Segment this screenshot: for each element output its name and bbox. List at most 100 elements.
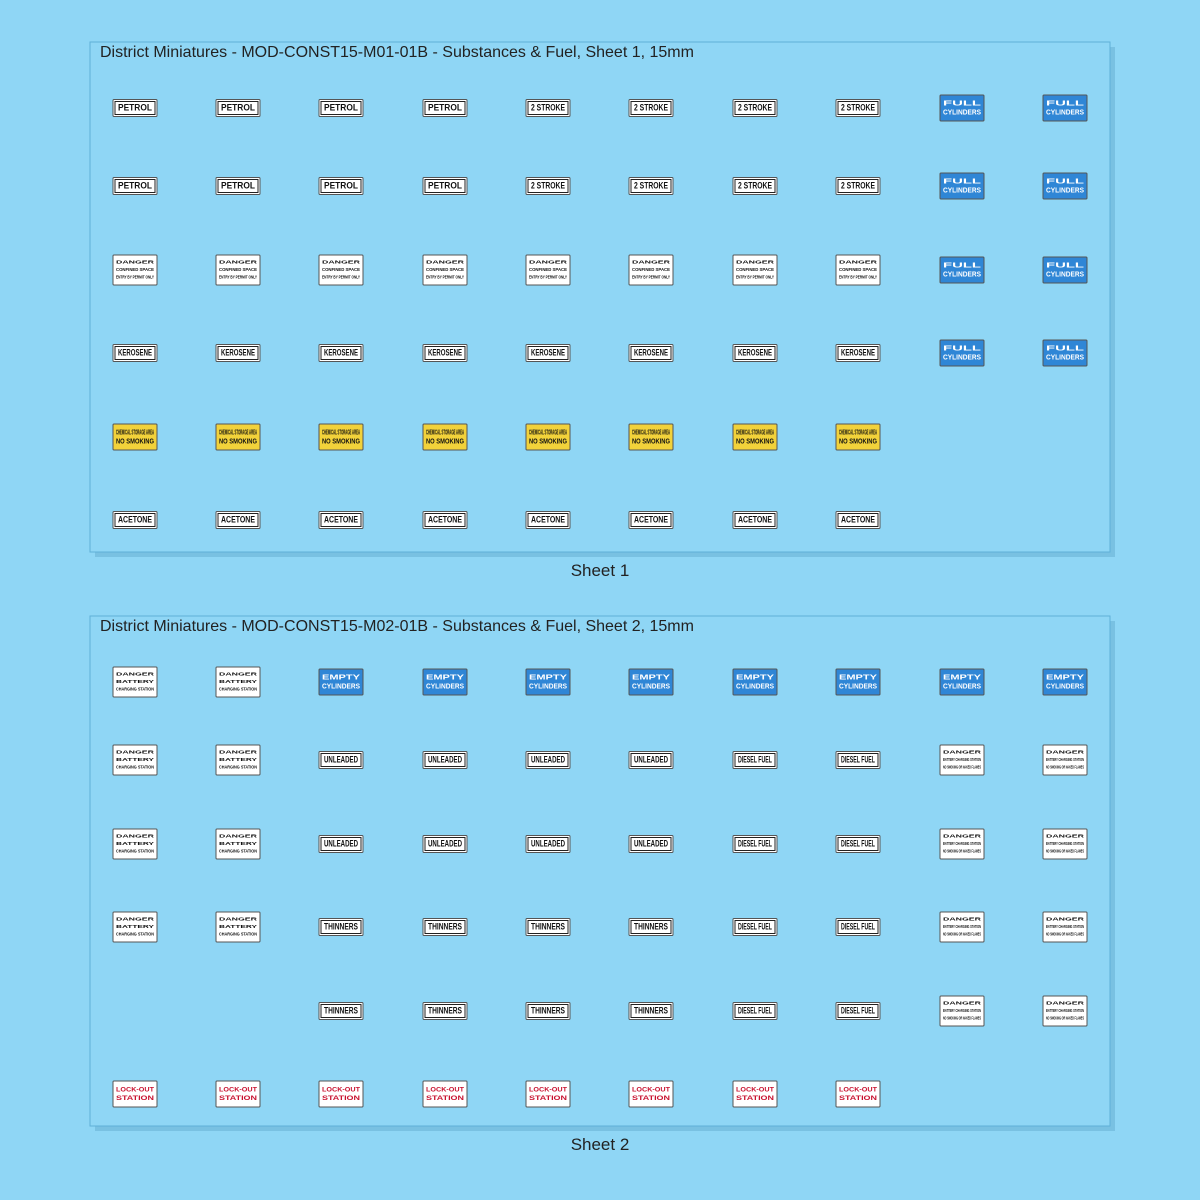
sign-text: THINNERS (634, 922, 668, 933)
sign-text: NO SMOKING OR NAKED FLAMES (1046, 1016, 1084, 1021)
sign-face (628, 751, 674, 769)
sign-text: CONFINED SPACE (322, 267, 360, 272)
sign-face (732, 344, 778, 362)
sign-border (630, 513, 672, 527)
sign-text: DANGER (219, 260, 258, 265)
sign-text: CYLINDERS (322, 681, 360, 690)
sign: PETROL (422, 99, 468, 117)
sign-text: THINNERS (531, 1006, 565, 1017)
sign-face (628, 918, 674, 936)
sign-text: UNLEADED (428, 755, 462, 766)
sheet: District Miniatures - MOD-CONST15-M02-01… (89, 615, 1115, 1154)
sign-text: DANGER (219, 917, 258, 922)
sign-text: NO SMOKING OR NAKED FLAMES (943, 1016, 981, 1021)
sheet: District Miniatures - MOD-CONST15-M01-01… (89, 41, 1115, 580)
sign-text: NO SMOKING (839, 436, 877, 445)
sign-text: CYLINDERS (943, 107, 981, 116)
sign-face (628, 99, 674, 117)
sign-border (320, 513, 362, 527)
sign-border (114, 513, 156, 527)
sign-face (318, 1002, 364, 1020)
sign: DANGER CONFINED SPACE ENTRY BY PERMIT ONLY (215, 254, 261, 286)
sheet-caption: Sheet 1 (571, 561, 630, 580)
sign-text: STATION (839, 1095, 877, 1102)
sign-text: ENTRY BY PERMIT ONLY (426, 275, 464, 280)
sign-border (837, 753, 879, 767)
sign-face (1042, 339, 1088, 367)
sign-face (422, 177, 468, 195)
sign: ACETONE (628, 511, 674, 529)
sign-text: CHEMICAL STORAGE AREA (632, 428, 670, 437)
sign: 2 STROKE (835, 99, 881, 117)
sign-text: STATION (219, 1095, 257, 1102)
sign-text: STATION (632, 1095, 670, 1102)
sign-border (630, 346, 672, 360)
sign-face (939, 172, 985, 200)
sign-text: DANGER (116, 834, 155, 839)
sign-text: UNLEADED (634, 839, 668, 850)
sign-text: DANGER (426, 260, 465, 265)
sign-border (527, 753, 569, 767)
sign-face (422, 835, 468, 853)
sign-face (939, 94, 985, 122)
sign-text: BATTERY (116, 679, 154, 684)
sign: 2 STROKE (525, 99, 571, 117)
sign: DIESEL FUEL (835, 835, 881, 853)
sign-text: BATTERY (219, 757, 257, 762)
sign-face (732, 423, 778, 451)
sign-border (734, 513, 776, 527)
sign-border (320, 346, 362, 360)
sign: LOCK-OUT STATION (835, 1080, 881, 1108)
sign: DANGER BATTERY CHARGING STATION NO SMOKING… (1042, 828, 1088, 860)
sign-text: KEROSENE (428, 348, 462, 359)
sign-text: LOCK-OUT (736, 1086, 774, 1093)
sign-text: 2 STROKE (531, 103, 565, 114)
sign-face (835, 1080, 881, 1108)
sign-face (525, 254, 571, 286)
sign-border (837, 513, 879, 527)
sign-face (215, 666, 261, 698)
sign-text: BATTERY CHARGING STATION (943, 1008, 981, 1013)
sign-text: CHEMICAL STORAGE AREA (839, 428, 877, 437)
sign: DIESEL FUEL (732, 751, 778, 769)
sign-border (217, 179, 259, 193)
sign-face (835, 835, 881, 853)
sign-text: CYLINDERS (839, 681, 877, 690)
sign-text: CONFINED SPACE (529, 267, 567, 272)
sign-border (527, 101, 569, 115)
sign-text: ENTRY BY PERMIT ONLY (839, 275, 877, 280)
sign-text: ACETONE (634, 515, 668, 526)
sign-border (527, 920, 569, 934)
sign-face (939, 995, 985, 1027)
sign-face (318, 1080, 364, 1108)
sign-face (525, 344, 571, 362)
sign-text: PETROL (324, 103, 358, 114)
sign-text: CONFINED SPACE (839, 267, 877, 272)
sign-face (422, 99, 468, 117)
sign-text: 2 STROKE (841, 103, 875, 114)
sign-border (320, 753, 362, 767)
sign-text: BATTERY CHARGING STATION (943, 841, 981, 846)
sign: UNLEADED (628, 751, 674, 769)
sign: ACETONE (835, 511, 881, 529)
sign-text: ENTRY BY PERMIT ONLY (529, 275, 567, 280)
sign-text: CYLINDERS (1046, 107, 1084, 116)
sign-text: ACETONE (531, 515, 565, 526)
sign: DANGER CONFINED SPACE ENTRY BY PERMIT ONLY (422, 254, 468, 286)
sign-text: DANGER (116, 750, 155, 755)
sign-text: UNLEADED (324, 755, 358, 766)
sign-text: CYLINDERS (1046, 352, 1084, 361)
sign-text: LOCK-OUT (839, 1086, 877, 1093)
sign: LOCK-OUT STATION (732, 1080, 778, 1108)
sign-face (318, 423, 364, 451)
sign-face (215, 511, 261, 529)
sign-text: CHEMICAL STORAGE AREA (219, 428, 257, 437)
sign: 2 STROKE (628, 99, 674, 117)
sign-text: DANGER (116, 917, 155, 922)
